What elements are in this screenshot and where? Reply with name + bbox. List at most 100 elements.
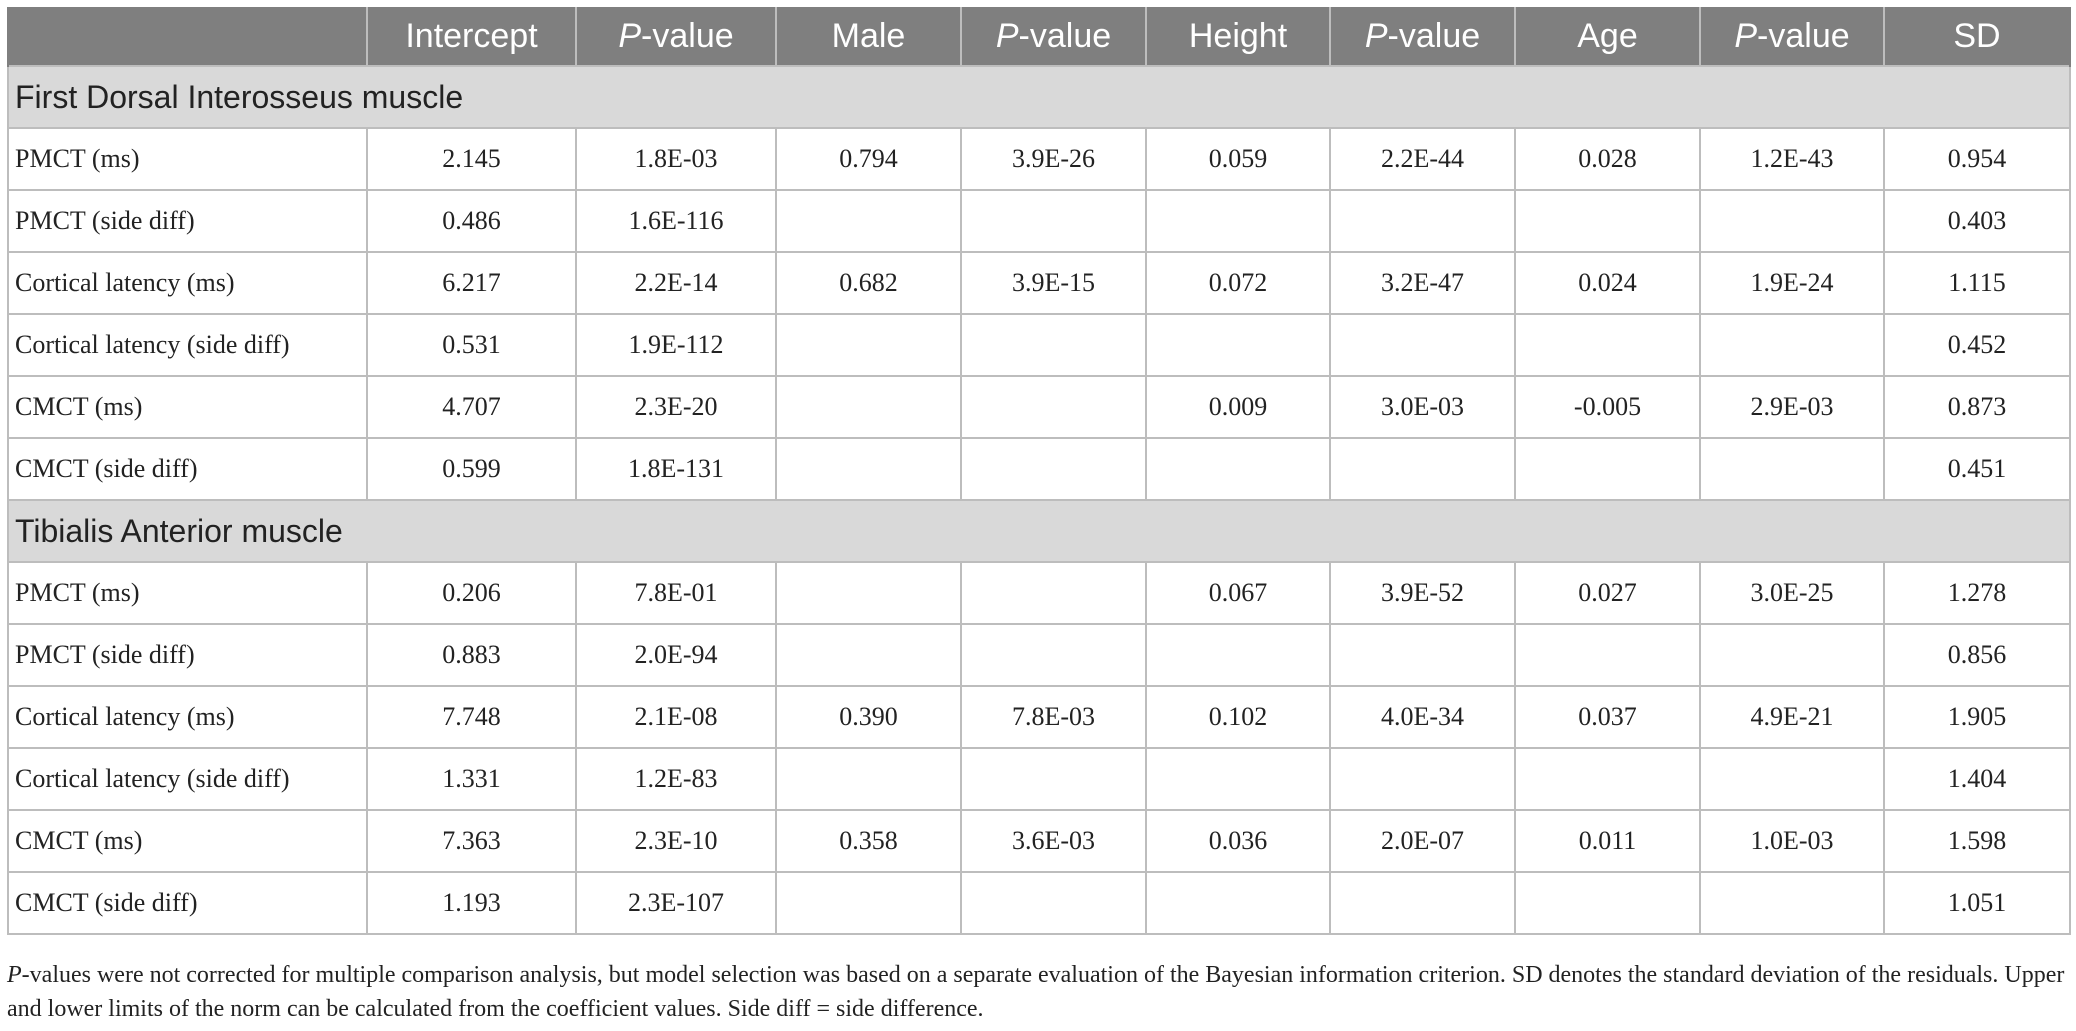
table-cell: 2.1E-08 xyxy=(575,685,777,749)
row-label: PMCT (ms) xyxy=(7,127,368,191)
header-age: Age xyxy=(1514,7,1701,66)
table-cell: 0.024 xyxy=(1514,251,1701,315)
row-label: Cortical latency (ms) xyxy=(7,251,368,315)
table-cell: 3.9E-52 xyxy=(1329,561,1516,625)
table-cell: 0.883 xyxy=(366,623,577,687)
table-cell xyxy=(1514,871,1701,935)
table-cell: 2.3E-10 xyxy=(575,809,777,873)
table-cell: 1.051 xyxy=(1883,871,2071,935)
table-cell: 1.598 xyxy=(1883,809,2071,873)
table-cell: 1.8E-03 xyxy=(575,127,777,191)
table-cell xyxy=(960,747,1147,811)
header-p-value-male: P-value xyxy=(960,7,1147,66)
table-cell: 3.2E-47 xyxy=(1329,251,1516,315)
table-cell: 0.531 xyxy=(366,313,577,377)
table-cell: 2.0E-94 xyxy=(575,623,777,687)
p-italic: P xyxy=(1734,16,1758,55)
table-cell xyxy=(1699,871,1885,935)
footnote-text: -values were not corrected for multiple … xyxy=(7,962,2065,1022)
row-label: CMCT (ms) xyxy=(7,809,368,873)
table-cell: 3.0E-03 xyxy=(1329,375,1516,439)
header-male: Male xyxy=(775,7,962,66)
table-cell xyxy=(1514,623,1701,687)
table-cell: 1.2E-83 xyxy=(575,747,777,811)
table-cell xyxy=(1699,437,1885,501)
row-label: Cortical latency (ms) xyxy=(7,685,368,749)
table-cell xyxy=(960,871,1147,935)
table-cell: 0.390 xyxy=(775,685,962,749)
table-cell xyxy=(1514,313,1701,377)
table-row: Cortical latency (ms) 7.748 2.1E-08 0.390 7.… xyxy=(7,685,2071,749)
table-cell: 0.451 xyxy=(1883,437,2071,501)
table-cell: 3.9E-15 xyxy=(960,251,1147,315)
table-cell xyxy=(775,189,962,253)
table-cell xyxy=(1514,189,1701,253)
header-p-value-age: P-value xyxy=(1699,7,1885,66)
section-title: Tibialis Anterior muscle xyxy=(7,499,2071,563)
table-cell xyxy=(960,375,1147,439)
table-cell xyxy=(1145,189,1331,253)
regression-table: Intercept P-value Male P-value Height P-… xyxy=(7,7,2071,935)
header-p-value-height: P-value xyxy=(1329,7,1516,66)
table-container: Intercept P-value Male P-value Height P-… xyxy=(7,7,2071,935)
table-cell: 0.011 xyxy=(1514,809,1701,873)
table-cell: 1.193 xyxy=(366,871,577,935)
p-suffix: -value xyxy=(1018,16,1112,55)
table-cell: 7.8E-01 xyxy=(575,561,777,625)
table-cell: 0.452 xyxy=(1883,313,2071,377)
table-cell: 2.3E-20 xyxy=(575,375,777,439)
table-cell xyxy=(1329,623,1516,687)
header-p-value-intercept: P-value xyxy=(575,7,777,66)
table-cell: 3.0E-25 xyxy=(1699,561,1885,625)
table-cell: 2.3E-107 xyxy=(575,871,777,935)
table-cell xyxy=(1145,871,1331,935)
table-cell: 0.072 xyxy=(1145,251,1331,315)
table-cell xyxy=(775,871,962,935)
table-cell: 7.748 xyxy=(366,685,577,749)
table-cell: 3.6E-03 xyxy=(960,809,1147,873)
table-cell xyxy=(1699,313,1885,377)
table-row: PMCT (side diff) 0.486 1.6E-116 0.403 xyxy=(7,189,2071,253)
table-cell: 1.905 xyxy=(1883,685,2071,749)
table-cell: 0.102 xyxy=(1145,685,1331,749)
table-cell xyxy=(1329,747,1516,811)
table-cell: 0.794 xyxy=(775,127,962,191)
table-cell: 2.0E-07 xyxy=(1329,809,1516,873)
row-label: Cortical latency (side diff) xyxy=(7,747,368,811)
table-cell: 4.0E-34 xyxy=(1329,685,1516,749)
row-label: CMCT (side diff) xyxy=(7,871,368,935)
row-label: CMCT (ms) xyxy=(7,375,368,439)
table-row: Cortical latency (ms) 6.217 2.2E-14 0.682 3.… xyxy=(7,251,2071,315)
table-cell: 1.0E-03 xyxy=(1699,809,1885,873)
table-cell xyxy=(960,189,1147,253)
table-cell xyxy=(775,313,962,377)
table-body: First Dorsal Interosseus muscle PMCT (ms)… xyxy=(7,65,2071,935)
table-row: PMCT (ms) 2.145 1.8E-03 0.794 3.9E-26 0.059 2.… xyxy=(7,127,2071,191)
table-cell: 2.9E-03 xyxy=(1699,375,1885,439)
table-cell xyxy=(1145,747,1331,811)
table-row: PMCT (ms) 0.206 7.8E-01 0.067 3.9E-52 0.027 3.… xyxy=(7,561,2071,625)
table-row: CMCT (ms) 4.707 2.3E-20 0.009 3.0E-03 -0.005 2… xyxy=(7,375,2071,439)
section-header-row: Tibialis Anterior muscle xyxy=(7,499,2071,563)
table-cell: 0.036 xyxy=(1145,809,1331,873)
table-cell xyxy=(1329,189,1516,253)
table-row: Cortical latency (side diff) 1.331 1.2E-83… xyxy=(7,747,2071,811)
table-footnote: P-values were not corrected for multiple… xyxy=(7,958,2069,1026)
table-cell xyxy=(960,313,1147,377)
table-cell xyxy=(775,561,962,625)
table-cell: 0.599 xyxy=(366,437,577,501)
p-suffix: -value xyxy=(1757,16,1850,55)
p-suffix: -value xyxy=(641,16,734,55)
table-cell xyxy=(775,437,962,501)
table-cell: 0.954 xyxy=(1883,127,2071,191)
table-cell: 0.009 xyxy=(1145,375,1331,439)
section-header-row: First Dorsal Interosseus muscle xyxy=(7,65,2071,129)
table-cell: 4.707 xyxy=(366,375,577,439)
p-italic: P xyxy=(995,16,1019,55)
header-empty xyxy=(7,7,368,66)
table-cell xyxy=(1329,313,1516,377)
table-cell xyxy=(1145,623,1331,687)
row-label: CMCT (side diff) xyxy=(7,437,368,501)
table-cell: 7.8E-03 xyxy=(960,685,1147,749)
table-cell: 0.403 xyxy=(1883,189,2071,253)
